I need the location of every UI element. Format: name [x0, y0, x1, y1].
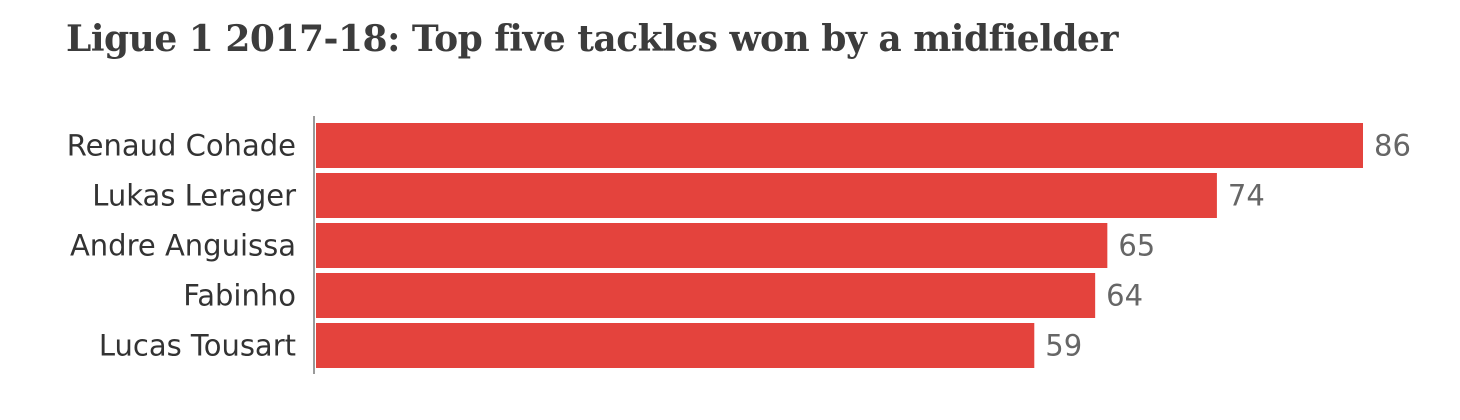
value-label-renaud-cohade: 86 [1374, 129, 1411, 163]
chart-title: Ligue 1 2017-18: Top five tackles won by… [66, 18, 1118, 60]
bar-fabinho [316, 273, 1096, 318]
value-label-andre-anguissa: 65 [1118, 229, 1155, 263]
bar-andre-anguissa [316, 223, 1108, 268]
category-label-fabinho: Fabinho [183, 279, 296, 313]
bar-lukas-lerager [316, 173, 1217, 218]
bar-lucas-tousart [316, 323, 1035, 368]
bar-renaud-cohade [316, 123, 1363, 168]
value-label-fabinho: 64 [1106, 279, 1143, 313]
value-label-lukas-lerager: 74 [1228, 179, 1265, 213]
category-label-renaud-cohade: Renaud Cohade [67, 129, 296, 163]
category-label-lucas-tousart: Lucas Tousart [99, 329, 296, 363]
category-label-lukas-lerager: Lukas Lerager [92, 179, 296, 213]
category-label-andre-anguissa: Andre Anguissa [70, 229, 296, 263]
value-label-lucas-tousart: 59 [1045, 329, 1082, 363]
